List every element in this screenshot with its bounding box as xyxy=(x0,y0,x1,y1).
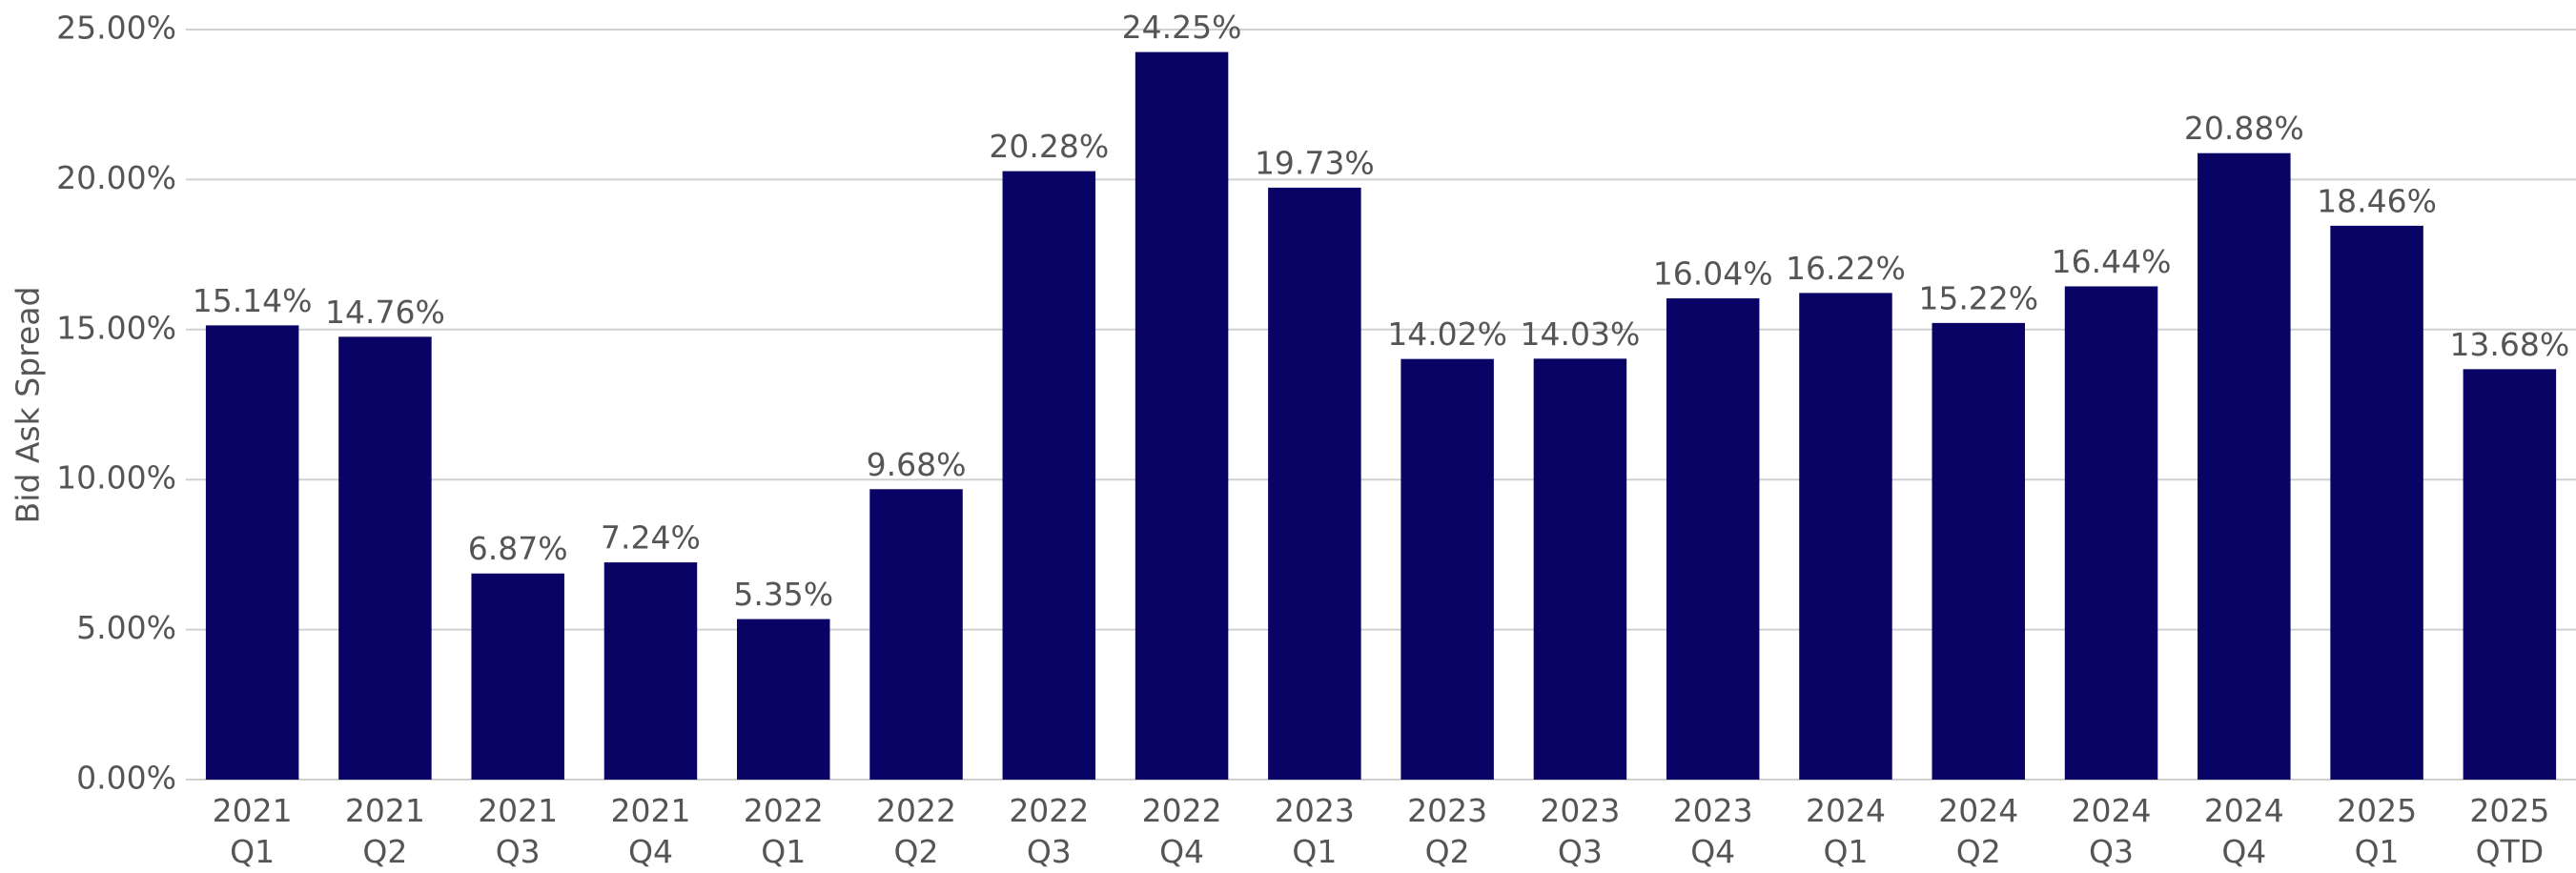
value-label: 15.14% xyxy=(193,282,313,319)
x-tick-label-line: Q1 xyxy=(1823,833,1868,870)
x-tick-label-line: 2023 xyxy=(1673,792,1753,829)
x-tick-label-line: 2021 xyxy=(610,792,690,829)
bar xyxy=(338,336,432,780)
x-tick-label-line: Q4 xyxy=(1159,833,1204,870)
x-tick-label: 2024 Q2 xyxy=(1938,792,2018,870)
x-tick-label-line: Q4 xyxy=(628,833,673,870)
x-tick-label-line: 2021 xyxy=(478,792,558,829)
x-tick-label-line: Q1 xyxy=(2355,833,2400,870)
x-tick-label-line: 2024 xyxy=(2204,792,2284,829)
x-tick-label-line: Q1 xyxy=(1292,833,1337,870)
x-tick-label: 2023 Q3 xyxy=(1540,792,1620,870)
x-tick-label-line: 2022 xyxy=(1142,792,1222,829)
x-tick-label: 2023 Q2 xyxy=(1407,792,1487,870)
bar xyxy=(1135,51,1229,781)
x-tick-label-line: Q2 xyxy=(1425,833,1470,870)
x-tick-label-line: 2025 xyxy=(2337,792,2417,829)
bar xyxy=(2064,286,2158,780)
value-label: 15.22% xyxy=(1918,279,2038,316)
y-axis-title: Bid Ask Spread xyxy=(10,287,47,524)
x-tick-label-line: Q2 xyxy=(894,833,939,870)
bar xyxy=(1533,358,1627,780)
x-tick-label-line: 2022 xyxy=(1009,792,1089,829)
x-tick-label-line: Q3 xyxy=(2089,833,2134,870)
x-tick-label-line: Q1 xyxy=(230,833,275,870)
value-label: 14.76% xyxy=(325,294,445,331)
bar xyxy=(603,562,698,780)
bar xyxy=(2330,225,2423,780)
bar xyxy=(471,573,564,780)
y-tick-label: 5.00% xyxy=(76,609,176,646)
bar xyxy=(1666,298,1760,780)
x-tick-label: 2024 Q4 xyxy=(2204,792,2284,870)
x-tick-label-line: Q1 xyxy=(761,833,806,870)
bar xyxy=(2463,369,2557,780)
x-tick-label-line: Q2 xyxy=(362,833,407,870)
x-tick-label-line: QTD xyxy=(2476,833,2545,870)
x-tick-label-line: 2023 xyxy=(1540,792,1620,829)
x-tick-label: 2021 Q3 xyxy=(478,792,558,870)
x-tick-label-line: 2024 xyxy=(2072,792,2152,829)
x-tick-label: 2022 Q3 xyxy=(1009,792,1089,870)
x-tick-label-line: Q3 xyxy=(1027,833,1072,870)
x-tick-label-line: 2024 xyxy=(1938,792,2018,829)
value-label: 9.68% xyxy=(867,446,967,483)
value-label: 19.73% xyxy=(1255,144,1375,181)
x-tick-label: 2021 Q2 xyxy=(345,792,425,870)
y-tick-label: 10.00% xyxy=(56,459,176,497)
value-label: 18.46% xyxy=(2317,182,2437,219)
x-tick-label: 2024 Q3 xyxy=(2072,792,2152,870)
x-tick-label: 2021 Q4 xyxy=(610,792,690,870)
x-tick-label-line: Q4 xyxy=(1690,833,1735,870)
bar xyxy=(2198,152,2291,780)
x-tick-label-line: 2023 xyxy=(1275,792,1355,829)
x-tick-label-line: Q3 xyxy=(496,833,541,870)
value-label: 6.87% xyxy=(468,530,568,567)
bar xyxy=(869,489,963,780)
value-label: 24.25% xyxy=(1122,9,1242,46)
value-label: 7.24% xyxy=(601,519,701,557)
x-tick-label-line: Q2 xyxy=(1956,833,2001,870)
x-tick-label-line: 2021 xyxy=(345,792,425,829)
x-tick-label: 2022 Q2 xyxy=(876,792,956,870)
y-tick-label: 20.00% xyxy=(56,159,176,196)
y-tick-label: 15.00% xyxy=(56,309,176,346)
bar xyxy=(1799,293,1892,780)
bar xyxy=(1932,322,2025,780)
x-tick-label-line: 2024 xyxy=(1806,792,1886,829)
x-tick-label-line: 2021 xyxy=(213,792,293,829)
y-tick-label: 0.00% xyxy=(76,760,176,797)
x-tick-label: 2022 Q1 xyxy=(744,792,824,870)
value-label: 16.22% xyxy=(1786,250,1906,287)
x-tick-label: 2022 Q4 xyxy=(1142,792,1222,870)
bar xyxy=(1268,187,1361,780)
x-tick-label: 2023 Q1 xyxy=(1275,792,1355,870)
value-label: 16.44% xyxy=(2052,243,2172,280)
value-label: 14.02% xyxy=(1387,315,1507,353)
bar xyxy=(1400,358,1494,780)
x-tick-label-line: Q4 xyxy=(2221,833,2266,870)
value-label: 13.68% xyxy=(2449,326,2569,363)
value-label: 14.03% xyxy=(1520,315,1640,353)
bar xyxy=(205,325,299,780)
bar xyxy=(1002,171,1096,781)
y-tick-label: 25.00% xyxy=(56,10,176,47)
x-tick-label: 2024 Q1 xyxy=(1806,792,1886,870)
value-label: 5.35% xyxy=(733,576,833,613)
x-tick-label: 2021 Q1 xyxy=(213,792,293,870)
x-tick-label-line: 2022 xyxy=(876,792,956,829)
x-tick-label: 2023 Q4 xyxy=(1673,792,1753,870)
value-label: 20.28% xyxy=(989,128,1109,165)
value-label: 20.88% xyxy=(2184,110,2304,147)
x-tick-label-line: 2023 xyxy=(1407,792,1487,829)
x-tick-label-line: 2022 xyxy=(744,792,824,829)
x-tick-label: 2025 Q1 xyxy=(2337,792,2417,870)
value-label: 16.04% xyxy=(1653,255,1773,293)
x-tick-label: 2025 QTD xyxy=(2469,792,2549,870)
bar xyxy=(737,619,830,780)
x-tick-label-line: Q3 xyxy=(1558,833,1603,870)
x-tick-label-line: 2025 xyxy=(2469,792,2549,829)
